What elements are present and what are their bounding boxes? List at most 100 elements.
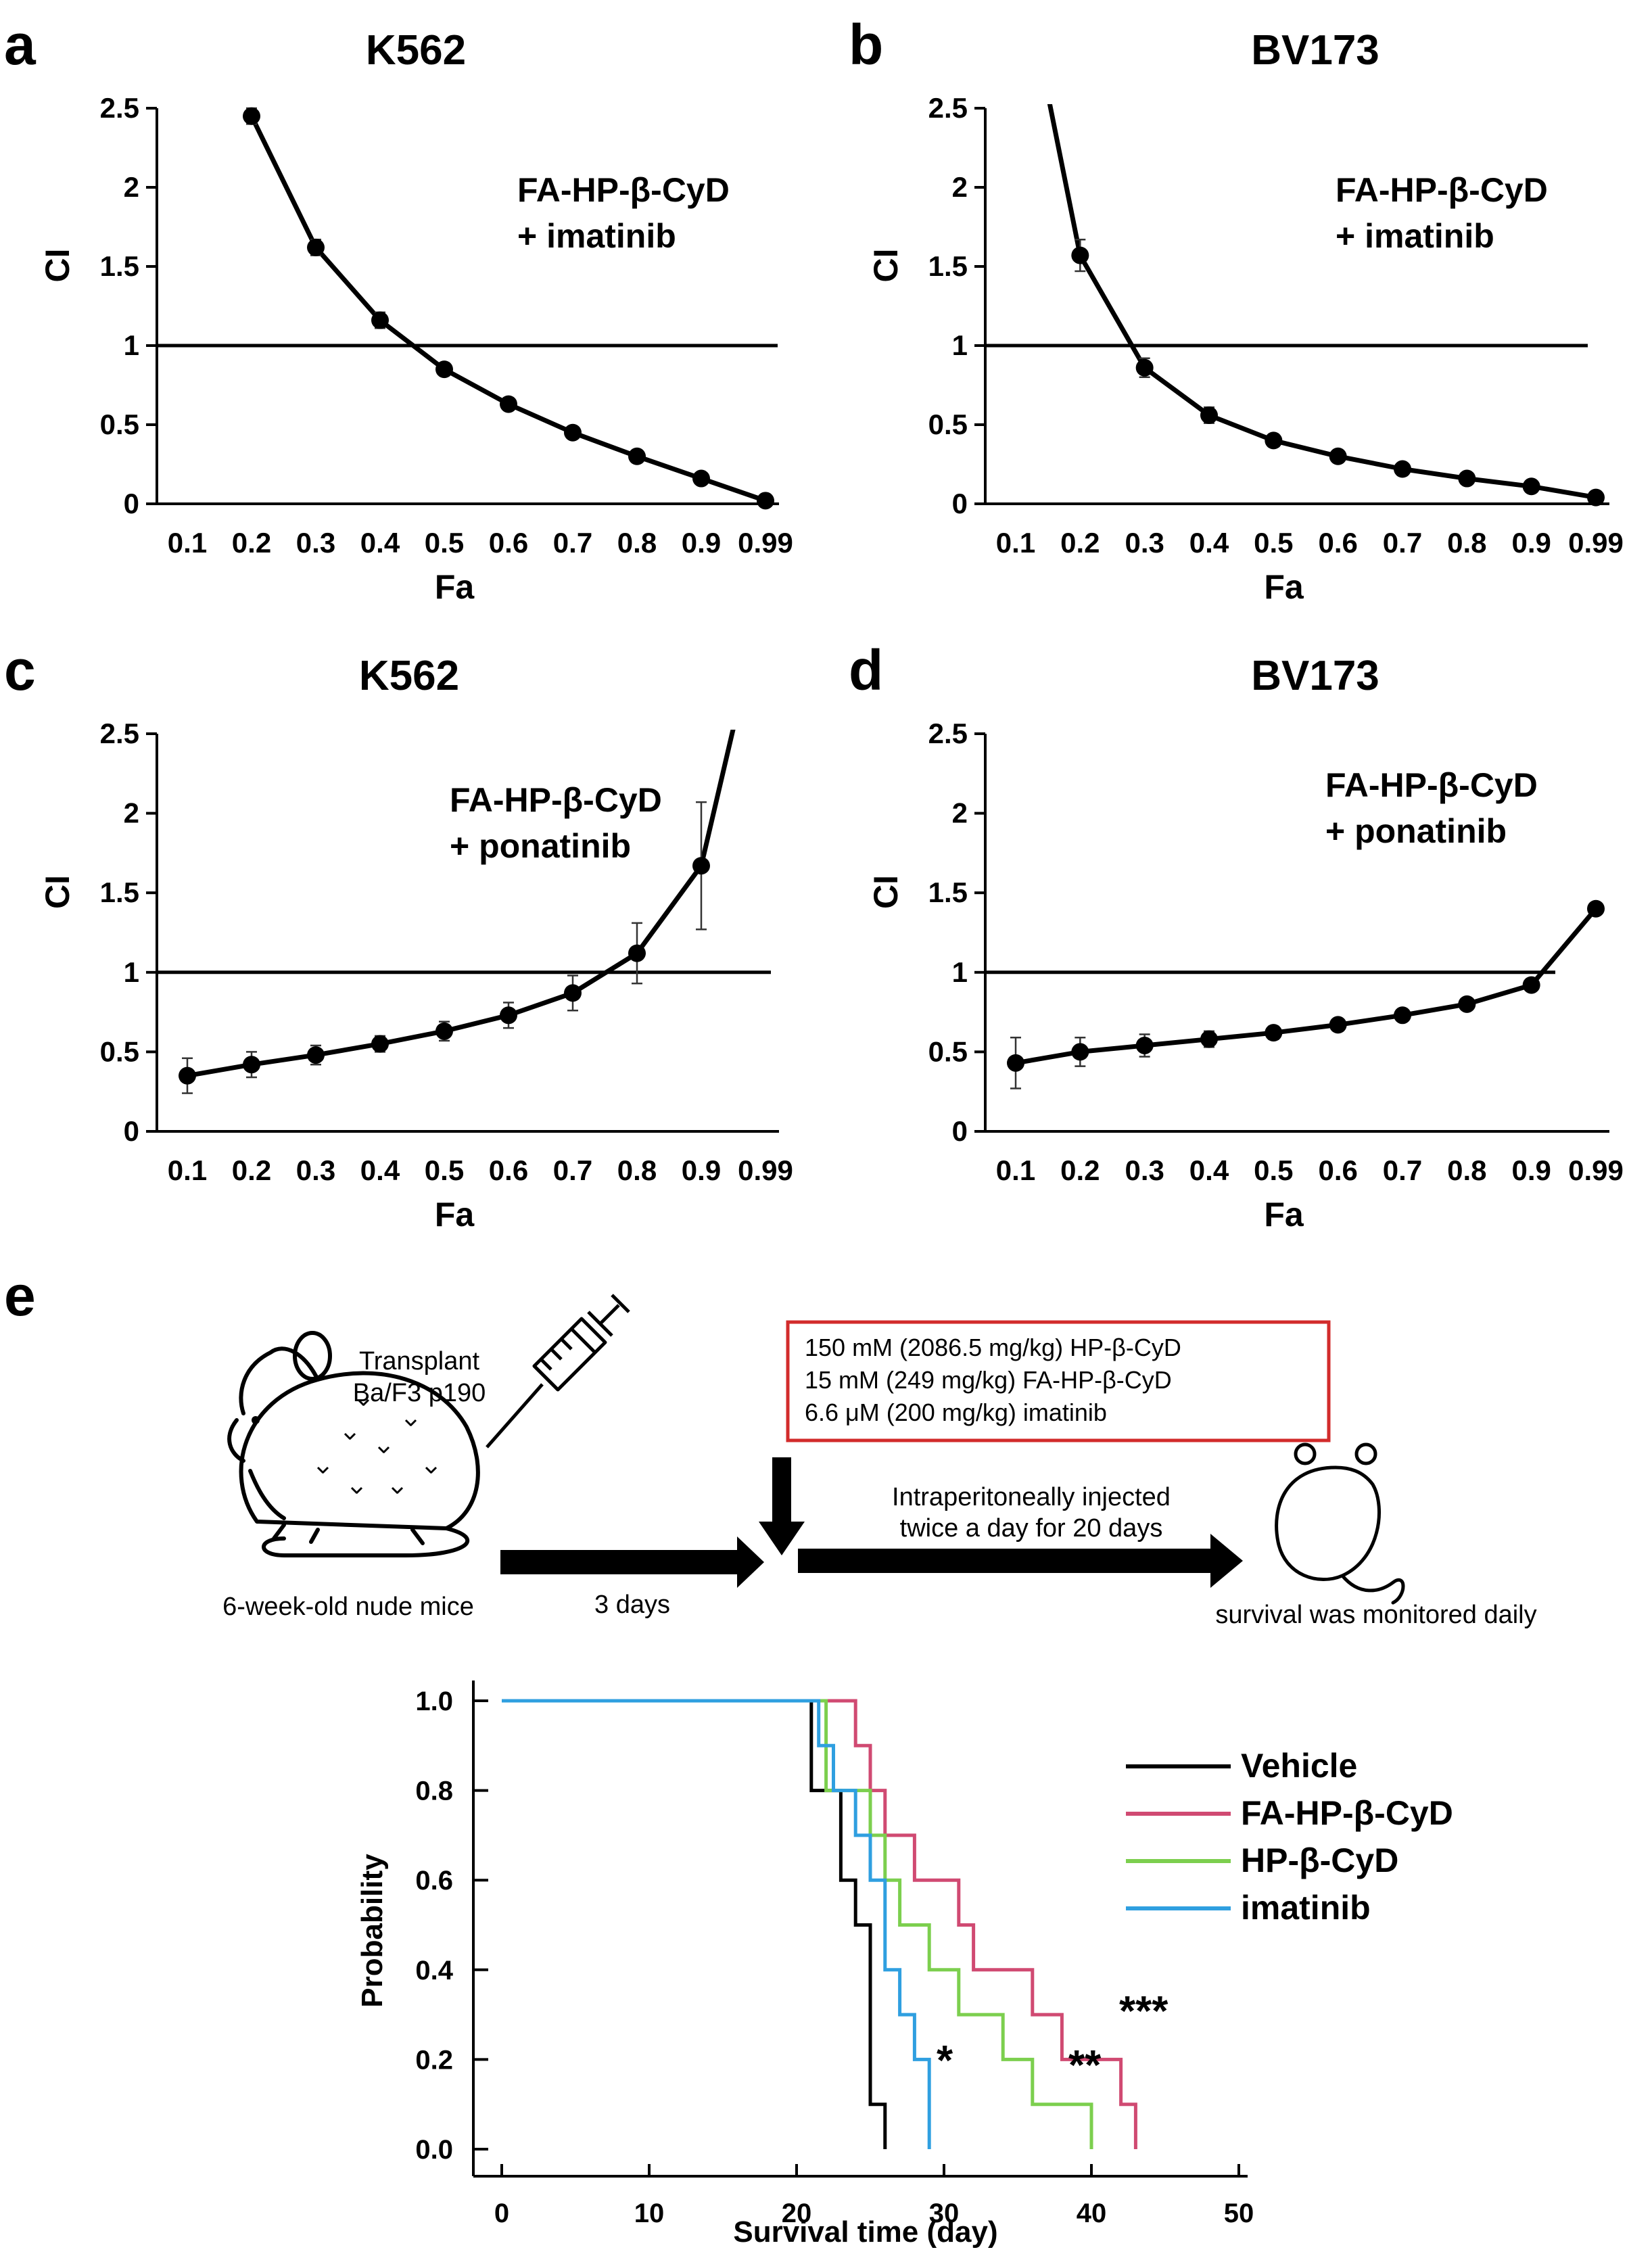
x-tick-label-c: 0.6 <box>489 1154 528 1186</box>
series-line-c <box>187 730 736 1079</box>
injection-label-2: twice a day for 20 days <box>900 1514 1163 1543</box>
monitor-label: survival was monitored daily <box>1215 1601 1536 1629</box>
chart-panel-e-km: 0.0 0.2 0.4 0.6 0.8 1.0 0 10 20 30 40 50 Survival ti… <box>356 1681 1453 2249</box>
panel-letter-d: d <box>849 638 883 702</box>
days-label: 3 days <box>594 1591 670 1619</box>
km-y-axis-label: Probability <box>356 1854 389 2008</box>
annotation-line-c: + ponatinib <box>450 827 631 865</box>
km-y-tick-label: 1.0 <box>415 1687 453 1716</box>
y-tick-label-c: 2.5 <box>100 718 139 749</box>
x-tick-label-c: 0.4 <box>360 1154 400 1186</box>
experiment-schematic: Transplant Ba/F3 p190 6-week-old nude mi… <box>222 1294 1537 1629</box>
arrow-3-days <box>500 1536 764 1588</box>
transplant-label-2: Ba/F3 p190 <box>353 1379 486 1407</box>
series-line-d <box>1015 907 1598 1066</box>
chart-title-c: K562 <box>359 653 459 699</box>
y-tick-label-d: 1 <box>952 956 968 988</box>
data-point-d <box>1071 1043 1089 1061</box>
transplant-label-1: Transplant <box>359 1347 480 1376</box>
data-point-b <box>1265 431 1283 450</box>
x-tick-label-d: 0.2 <box>1060 1154 1100 1186</box>
data-point-d <box>1394 1006 1411 1025</box>
data-point-c <box>371 1035 389 1053</box>
annotation-line-a: FA-HP-β-CyD <box>517 171 730 209</box>
x-axis-label-b: Fa <box>1264 568 1304 606</box>
x-axis-label-a: Fa <box>435 568 475 606</box>
x-tick-label-b: 0.1 <box>996 527 1035 559</box>
arrow-injection-period <box>798 1534 1243 1588</box>
chart-title-b: BV173 <box>1251 27 1379 74</box>
data-point-b <box>1071 246 1089 264</box>
km-x-tick-label: 50 <box>1224 2199 1254 2228</box>
dose-line-1: 150 mM (2086.5 mg/kg) HP-β-CyD <box>805 1334 1181 1361</box>
km-series-line-2 <box>502 1699 1093 2149</box>
data-point-d <box>1200 1030 1218 1048</box>
x-tick-label-d: 0.6 <box>1318 1154 1357 1186</box>
annotation-line-b: FA-HP-β-CyD <box>1336 171 1548 209</box>
x-tick-label-a: 0.9 <box>682 527 721 559</box>
syringe-icon <box>486 1294 630 1449</box>
x-tick-label-b: 0.2 <box>1060 527 1100 559</box>
km-y-tick-label: 0.8 <box>415 1777 453 1806</box>
data-point-b <box>1587 488 1605 507</box>
x-axis-label-d: Fa <box>1264 1196 1304 1233</box>
data-point-b <box>1329 447 1347 465</box>
y-tick-label-b: 2.5 <box>928 92 968 124</box>
data-point-c <box>307 1046 325 1064</box>
y-tick-label-d: 0.5 <box>928 1035 968 1067</box>
y-tick-label-b: 2 <box>952 171 968 203</box>
x-tick-label-a: 0.4 <box>360 527 400 559</box>
x-tick-label-a: 0.2 <box>232 527 271 559</box>
data-point-a <box>628 447 646 465</box>
km-series-line-3 <box>502 1699 931 2149</box>
chart-panel-c: K562 0 0.5 1 1.5 2 2.5 0.1 0.2 0.3 0.4 0.5 0.6 0.7 0.8… <box>39 653 793 1233</box>
x-tick-label-d: 0.4 <box>1189 1154 1229 1186</box>
x-tick-label-b: 0.9 <box>1511 527 1551 559</box>
chart-title-a: K562 <box>366 27 466 74</box>
data-point-d <box>1007 1054 1024 1072</box>
data-point-b <box>1200 406 1218 424</box>
km-y-tick-label: 0.2 <box>415 2045 453 2075</box>
km-x-tick-label: 40 <box>1077 2199 1107 2228</box>
km-y-tick-label: 0.4 <box>415 1956 453 1985</box>
x-tick-label-c: 0.2 <box>232 1154 271 1186</box>
data-point-d <box>1458 995 1476 1013</box>
chart-panel-d: BV173 0 0.5 1 1.5 2 2.5 0.1 0.2 0.3 0.4 0.5 0.6 0.7 0.… <box>867 653 1624 1233</box>
data-point-d <box>1587 899 1605 918</box>
km-legend-label-1: FA-HP-β-CyD <box>1241 1794 1453 1832</box>
x-axis-label-c: Fa <box>435 1196 475 1233</box>
y-tick-label-d: 1.5 <box>928 876 968 908</box>
chart-panel-b: BV173 0 0.5 1 1.5 2 2.5 0.1 0.2 0.3 0.4 0.5 0.6 0.7 0.… <box>867 27 1624 606</box>
km-significance-label-0: * <box>937 2038 953 2084</box>
data-point-c <box>692 857 710 875</box>
y-tick-label-a: 0.5 <box>100 408 139 440</box>
x-tick-label-a: 0.3 <box>296 527 335 559</box>
mouse-fur-marks <box>316 1399 438 1495</box>
y-tick-label-b: 1 <box>952 329 968 361</box>
x-tick-label-b: 0.4 <box>1189 527 1229 559</box>
km-legend-label-2: HP-β-CyD <box>1241 1841 1398 1879</box>
data-point-b <box>1522 477 1540 496</box>
data-point-c <box>243 1056 260 1074</box>
data-point-b <box>1458 469 1476 488</box>
data-point-a <box>692 469 710 488</box>
data-point-c <box>435 1022 453 1040</box>
panel-letter-e: e <box>4 1264 36 1327</box>
x-tick-label-c: 0.8 <box>617 1154 657 1186</box>
y-axis-label-c: CI <box>39 875 76 909</box>
data-point-d <box>1329 1016 1347 1034</box>
x-tick-label-a: 0.5 <box>425 527 464 559</box>
x-tick-label-d: 0.7 <box>1383 1154 1422 1186</box>
data-point-d <box>1522 976 1540 994</box>
y-axis-label-d: CI <box>867 875 905 909</box>
dose-line-2: 15 mM (249 mg/kg) FA-HP-β-CyD <box>805 1366 1172 1394</box>
x-tick-label-b: 0.3 <box>1125 527 1164 559</box>
km-y-tick-label: 0.6 <box>415 1866 453 1896</box>
x-tick-label-d: 0.99 <box>1568 1154 1624 1186</box>
x-tick-label-d: 0.3 <box>1125 1154 1164 1186</box>
km-series-line-1 <box>502 1699 1137 2149</box>
km-series-line-0 <box>502 1699 887 2149</box>
x-tick-label-a: 0.99 <box>738 527 793 559</box>
km-x-tick-label: 20 <box>782 2199 812 2228</box>
y-tick-label-c: 2 <box>124 797 139 829</box>
